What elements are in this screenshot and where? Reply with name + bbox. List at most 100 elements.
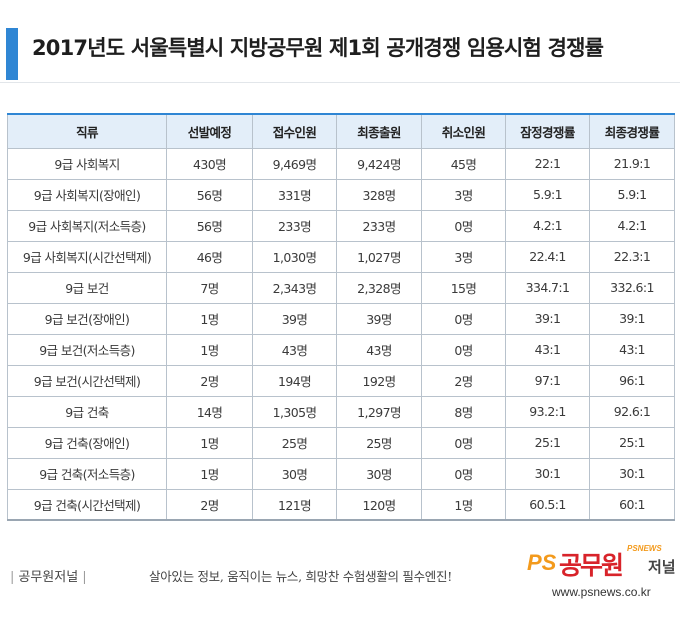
logo-tagline: PSNEWS [627,544,662,553]
cell-final-applicants: 2,328명 [336,271,422,304]
table-row: 9급 보건 7명 2,343명 2,328명 15명 334.7:1 332.6… [7,271,675,304]
cell-final-rate: 92.6:1 [589,395,675,428]
table-row: 9급 사회복지(장애인) 56명 331명 328명 3명 5.9:1 5.9:… [7,178,675,211]
table-row: 9급 사회복지(저소득층) 56명 233명 233명 0명 4.2:1 4.2… [7,209,675,242]
footer-separator: | [82,570,87,585]
page-title: 2017년도 서울특별시 지방공무원 제1회 공개경쟁 임용시험 경쟁률 [32,36,604,60]
competition-rate-table: 직류 선발예정 접수인원 최종출원 취소인원 잠정경쟁률 최종경쟁률 9급 사회… [7,113,675,521]
cell-cancellations: 0명 [421,426,506,459]
cell-final-rate: 30:1 [589,457,675,490]
cell-applicants: 121명 [252,488,337,521]
cell-final-applicants: 30명 [336,457,422,490]
cell-job-category: 9급 사회복지(장애인) [7,178,167,211]
footer-separator: | [10,570,15,585]
cell-applicants: 43명 [252,333,337,366]
header-final-applicants: 최종출원 [336,113,422,149]
table-header-row: 직류 선발예정 접수인원 최종출원 취소인원 잠정경쟁률 최종경쟁률 [7,113,675,149]
cell-final-rate: 25:1 [589,426,675,459]
header-applicants: 접수인원 [252,113,337,149]
cell-planned-selection: 430명 [166,147,253,180]
cell-planned-selection: 1명 [166,426,253,459]
cell-final-rate: 22.3:1 [589,240,675,273]
cell-job-category: 9급 사회복지 [7,147,167,180]
cell-provisional-rate: 25:1 [505,426,590,459]
cell-cancellations: 3명 [421,240,506,273]
logo-main-text: 공무원 [559,551,624,580]
cell-job-category: 9급 사회복지(시간선택제) [7,240,167,273]
cell-job-category: 9급 보건(저소득층) [7,333,167,366]
cell-provisional-rate: 43:1 [505,333,590,366]
cell-cancellations: 3명 [421,178,506,211]
cell-applicants: 194명 [252,364,337,397]
cell-applicants: 331명 [252,178,337,211]
cell-final-rate: 21.9:1 [589,147,675,180]
title-bar: 2017년도 서울특별시 지방공무원 제1회 공개경쟁 임용시험 경쟁률 [0,22,680,83]
cell-final-rate: 60:1 [589,488,675,521]
cell-job-category: 9급 보건(시간선택제) [7,364,167,397]
table-row: 9급 건축(저소득층) 1명 30명 30명 0명 30:1 30:1 [7,457,675,490]
cell-final-rate: 332.6:1 [589,271,675,304]
cell-applicants: 1,305명 [252,395,337,428]
cell-cancellations: 15명 [421,271,506,304]
cell-provisional-rate: 4.2:1 [505,209,590,242]
cell-cancellations: 0명 [421,333,506,366]
table-row: 9급 사회복지(시간선택제) 46명 1,030명 1,027명 3명 22.4… [7,240,675,273]
table-row: 9급 보건(장애인) 1명 39명 39명 0명 39:1 39:1 [7,302,675,335]
cell-final-applicants: 233명 [336,209,422,242]
cell-applicants: 9,469명 [252,147,337,180]
cell-job-category: 9급 건축(장애인) [7,426,167,459]
footer-brand-name: 공무원저널 [18,570,79,585]
table-row: 9급 보건(시간선택제) 2명 194명 192명 2명 97:1 96:1 [7,364,675,397]
table-row: 9급 건축(시간선택제) 2명 121명 120명 1명 60.5:1 60:1 [7,488,675,521]
cell-provisional-rate: 30:1 [505,457,590,490]
cell-applicants: 2,343명 [252,271,337,304]
cell-planned-selection: 1명 [166,457,253,490]
cell-planned-selection: 2명 [166,488,253,521]
cell-job-category: 9급 건축(시간선택제) [7,488,167,521]
cell-planned-selection: 56명 [166,209,253,242]
cell-final-applicants: 9,424명 [336,147,422,180]
cell-final-applicants: 43명 [336,333,422,366]
cell-planned-selection: 56명 [166,178,253,211]
cell-job-category: 9급 보건 [7,271,167,304]
table-row: 9급 사회복지 430명 9,469명 9,424명 45명 22:1 21.9… [7,147,675,180]
footer-brand: | 공무원저널 | [6,566,91,585]
cell-final-applicants: 192명 [336,364,422,397]
cell-final-applicants: 1,027명 [336,240,422,273]
cell-provisional-rate: 334.7:1 [505,271,590,304]
cell-final-rate: 43:1 [589,333,675,366]
cell-provisional-rate: 22:1 [505,147,590,180]
title-accent-bar [6,28,18,80]
cell-cancellations: 2명 [421,364,506,397]
cell-provisional-rate: 5.9:1 [505,178,590,211]
cell-applicants: 25명 [252,426,337,459]
cell-final-rate: 96:1 [589,364,675,397]
cell-planned-selection: 14명 [166,395,253,428]
cell-provisional-rate: 22.4:1 [505,240,590,273]
cell-final-rate: 4.2:1 [589,209,675,242]
cell-cancellations: 0명 [421,209,506,242]
cell-planned-selection: 46명 [166,240,253,273]
cell-provisional-rate: 39:1 [505,302,590,335]
cell-planned-selection: 1명 [166,333,253,366]
cell-job-category: 9급 보건(장애인) [7,302,167,335]
table-row: 9급 건축 14명 1,305명 1,297명 8명 93.2:1 92.6:1 [7,395,675,428]
cell-planned-selection: 2명 [166,364,253,397]
cell-applicants: 30명 [252,457,337,490]
cell-final-applicants: 39명 [336,302,422,335]
table-row: 9급 건축(장애인) 1명 25명 25명 0명 25:1 25:1 [7,426,675,459]
cell-cancellations: 8명 [421,395,506,428]
footer-slogan: 살아있는 정보, 움직이는 뉴스, 희망찬 수험생활의 필수엔진! [149,569,452,584]
cell-cancellations: 1명 [421,488,506,521]
psnews-logo: PS 공무원 PSNEWS 저널 [527,544,677,580]
cell-job-category: 9급 사회복지(저소득층) [7,209,167,242]
cell-applicants: 39명 [252,302,337,335]
cell-provisional-rate: 60.5:1 [505,488,590,521]
cell-final-applicants: 328명 [336,178,422,211]
cell-cancellations: 0명 [421,302,506,335]
header-planned-selection: 선발예정 [166,113,253,149]
cell-provisional-rate: 93.2:1 [505,395,590,428]
cell-job-category: 9급 건축 [7,395,167,428]
cell-provisional-rate: 97:1 [505,364,590,397]
cell-cancellations: 45명 [421,147,506,180]
